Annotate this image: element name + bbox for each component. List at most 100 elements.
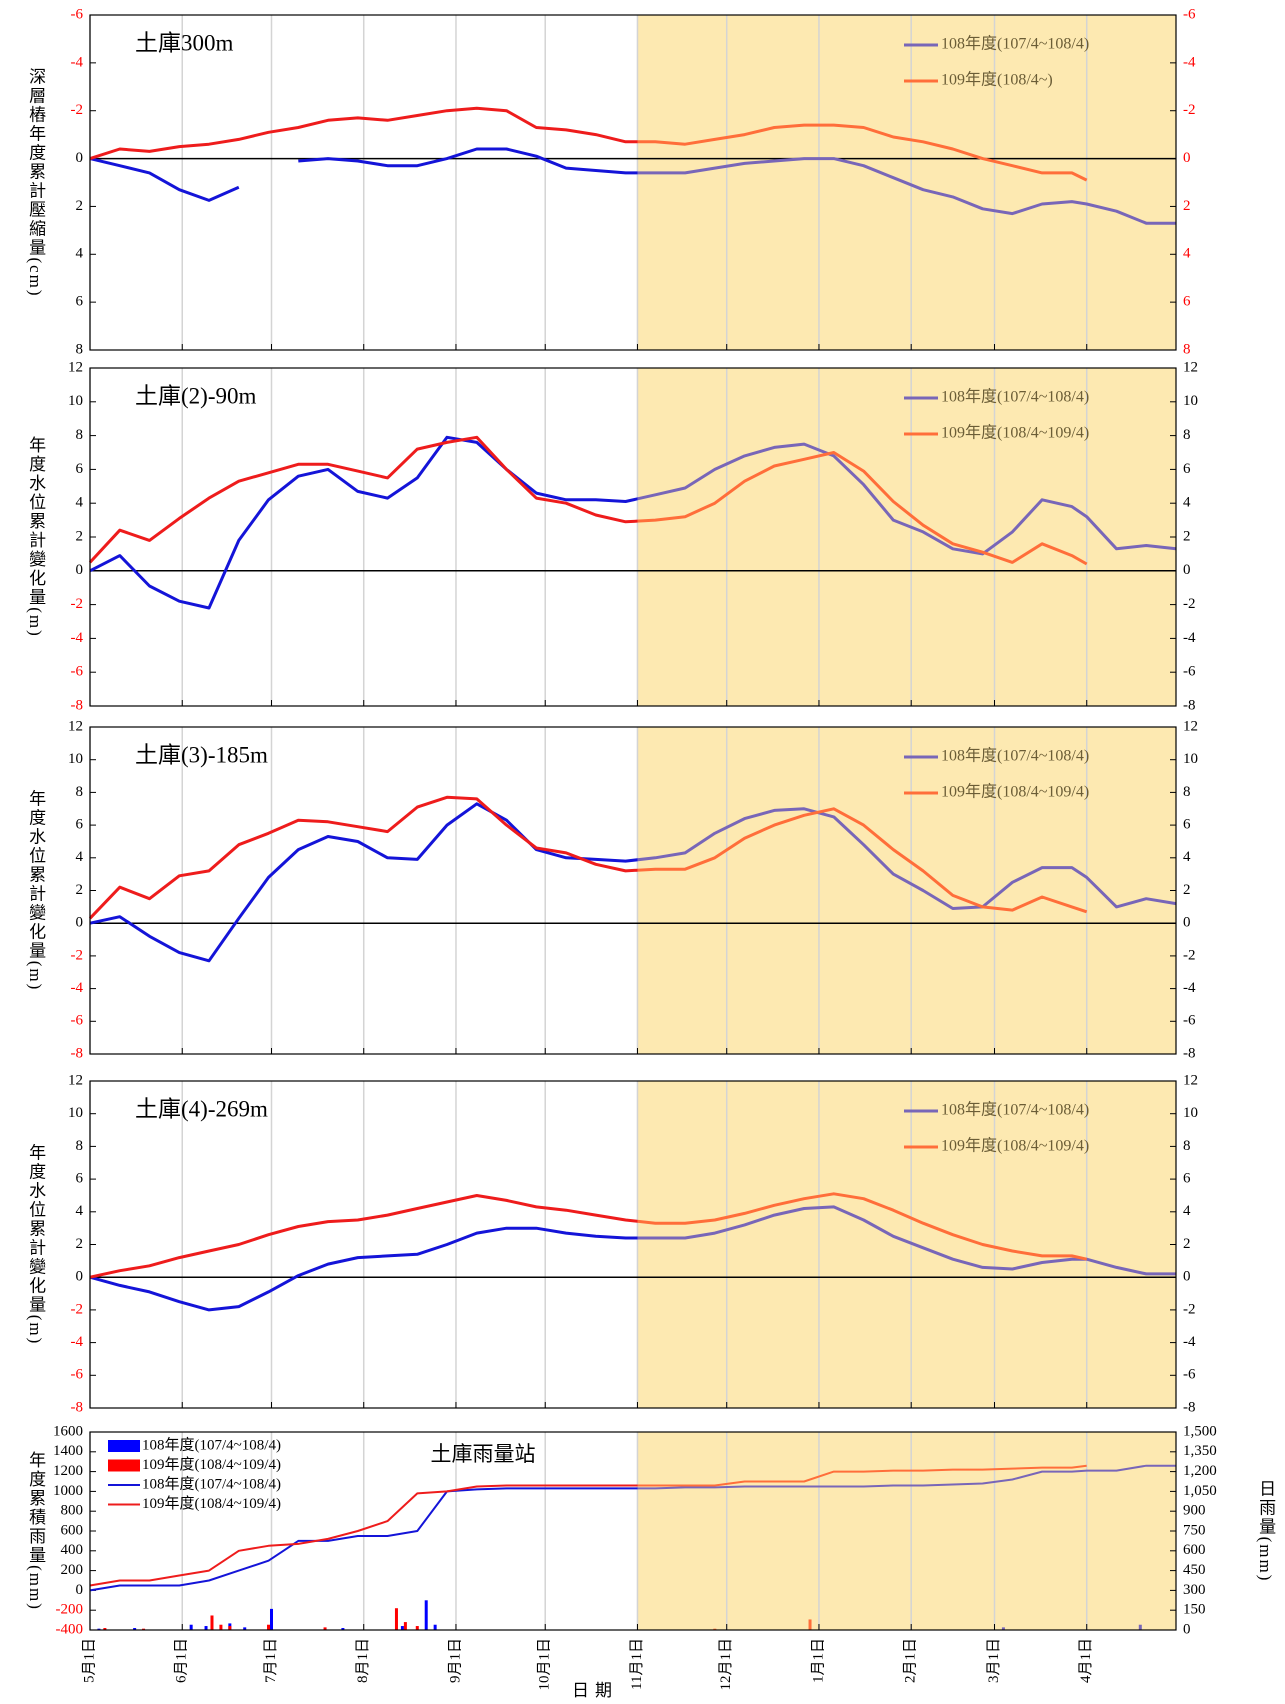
rain-bar bbox=[424, 1600, 428, 1630]
y2-tick-label: -4 bbox=[1183, 54, 1196, 70]
legend-label: 109年度(108/4~) bbox=[941, 71, 1053, 89]
y-tick-label: 8 bbox=[76, 341, 84, 357]
rain-bar bbox=[808, 1619, 812, 1630]
y-tick-label: 6 bbox=[76, 817, 84, 833]
y-tick-label: -400 bbox=[56, 1621, 84, 1637]
y-tick-label: 0 bbox=[76, 562, 84, 578]
legend-label: 109年度(108/4~109/4) bbox=[941, 783, 1089, 801]
y-tick-label: -200 bbox=[56, 1602, 84, 1618]
y2-tick-label: -2 bbox=[1183, 1301, 1196, 1317]
y-tick-label: 2 bbox=[76, 528, 84, 544]
panel-title: 土庫(4)-269m bbox=[135, 1096, 268, 1121]
rain-bar bbox=[323, 1627, 327, 1630]
legend-label: 109年度(108/4~109/4) bbox=[941, 1137, 1089, 1155]
y2-tick-label: 1,500 bbox=[1183, 1423, 1217, 1439]
y2-tick-label: 1,050 bbox=[1183, 1483, 1217, 1499]
series-line bbox=[89, 1464, 1087, 1587]
rain-bar bbox=[267, 1624, 271, 1630]
rain-bar bbox=[204, 1626, 208, 1630]
y-tick-label: -8 bbox=[71, 1045, 84, 1061]
y2-tick-label: 12 bbox=[1183, 359, 1198, 375]
y2-axis-label: 日雨量(mm) bbox=[1256, 1480, 1276, 1583]
rain-bar bbox=[1138, 1624, 1142, 1630]
rain-bar bbox=[341, 1628, 345, 1630]
x-tick-label: 9月1日 bbox=[447, 1638, 463, 1683]
y-tick-label: -6 bbox=[71, 1013, 84, 1029]
y2-tick-label: -6 bbox=[1183, 1013, 1196, 1029]
y2-tick-label: 12 bbox=[1183, 718, 1198, 734]
y2-tick-label: 300 bbox=[1183, 1582, 1206, 1598]
y-tick-label: -8 bbox=[71, 697, 84, 713]
x-tick-label: 5月1日 bbox=[81, 1638, 97, 1683]
y2-tick-label: 4 bbox=[1183, 246, 1191, 262]
y2-tick-label: 4 bbox=[1183, 1203, 1191, 1219]
y-tick-label: 1000 bbox=[53, 1483, 83, 1499]
shaded-region bbox=[637, 1081, 1176, 1408]
y-tick-label: 2 bbox=[76, 198, 84, 214]
y2-tick-label: -8 bbox=[1183, 697, 1196, 713]
y-tick-label: 800 bbox=[61, 1503, 84, 1519]
panel-title: 土庫雨量站 bbox=[431, 1442, 536, 1466]
y-tick-label: -6 bbox=[71, 1367, 84, 1383]
y2-tick-label: -2 bbox=[1183, 947, 1196, 963]
y2-tick-label: 1,350 bbox=[1183, 1443, 1217, 1459]
y2-tick-label: 8 bbox=[1183, 427, 1191, 443]
y-tick-label: 2 bbox=[76, 882, 84, 898]
x-tick-label: 6月1日 bbox=[174, 1638, 190, 1683]
rain-bar bbox=[243, 1627, 247, 1630]
plot-frame bbox=[89, 1431, 1177, 1631]
y-tick-label: 12 bbox=[68, 359, 83, 375]
panel-title: 土庫(2)-90m bbox=[135, 383, 256, 408]
legend-label: 108年度(107/4~108/4) bbox=[941, 1101, 1089, 1119]
x-tick-label: 4月1日 bbox=[1078, 1638, 1094, 1683]
legend-label: 108年度(107/4~108/4) bbox=[142, 1475, 281, 1492]
x-tick-label: 2月1日 bbox=[903, 1638, 919, 1683]
y2-tick-label: 600 bbox=[1183, 1542, 1206, 1558]
rain-bar bbox=[433, 1624, 437, 1630]
y2-tick-label: 6 bbox=[1183, 461, 1191, 477]
x-tick-label: 3月1日 bbox=[986, 1638, 1002, 1683]
panel-title: 土庫(3)-185m bbox=[135, 742, 268, 767]
y2-tick-label: 450 bbox=[1183, 1562, 1206, 1578]
series-line bbox=[89, 435, 1177, 610]
y2-tick-label: 2 bbox=[1183, 198, 1191, 214]
legend-swatch bbox=[108, 1440, 140, 1452]
y-tick-label: -2 bbox=[71, 1301, 84, 1317]
series-line bbox=[89, 106, 1088, 182]
y-tick-label: -6 bbox=[71, 6, 84, 22]
y-tick-label: -4 bbox=[71, 630, 84, 646]
y-axis-label: 年度水位累計變化量(m) bbox=[26, 436, 46, 638]
series-line bbox=[89, 1464, 1176, 1592]
y2-tick-label: -2 bbox=[1183, 596, 1196, 612]
y-tick-label: 1400 bbox=[53, 1443, 83, 1459]
x-tick-label: 10月1日 bbox=[537, 1638, 553, 1691]
y2-tick-label: 10 bbox=[1183, 393, 1198, 409]
y2-tick-label: -4 bbox=[1183, 630, 1196, 646]
y2-tick-label: -6 bbox=[1183, 6, 1196, 22]
y2-tick-label: 0 bbox=[1183, 150, 1191, 166]
y2-tick-label: 4 bbox=[1183, 849, 1191, 865]
legend-label: 108年度(107/4~108/4) bbox=[941, 388, 1089, 406]
y-tick-label: 0 bbox=[76, 1269, 84, 1285]
y-tick-label: -4 bbox=[71, 980, 84, 996]
y2-tick-label: 150 bbox=[1183, 1602, 1206, 1618]
rain-bar bbox=[219, 1624, 223, 1630]
x-axis-label: 日期 bbox=[572, 1681, 618, 1700]
rain-bar bbox=[189, 1624, 193, 1630]
rain-bar bbox=[713, 1628, 717, 1630]
series-line bbox=[88, 435, 1088, 566]
legend-label: 109年度(108/4~109/4) bbox=[941, 424, 1089, 442]
legend-swatch bbox=[108, 1459, 140, 1472]
plot-frame bbox=[89, 726, 1177, 1055]
y-tick-label: 200 bbox=[61, 1562, 84, 1578]
y2-tick-label: 2 bbox=[1183, 1236, 1191, 1252]
rain-bar bbox=[415, 1626, 419, 1630]
y2-tick-label: 8 bbox=[1183, 784, 1191, 800]
y-tick-label: 10 bbox=[68, 1105, 83, 1121]
y2-tick-label: 0 bbox=[1183, 562, 1191, 578]
y2-tick-label: -4 bbox=[1183, 980, 1196, 996]
y-tick-label: -4 bbox=[71, 54, 84, 70]
y-tick-label: 400 bbox=[61, 1542, 84, 1558]
y-tick-label: 10 bbox=[68, 393, 83, 409]
series-line bbox=[89, 1192, 1088, 1279]
